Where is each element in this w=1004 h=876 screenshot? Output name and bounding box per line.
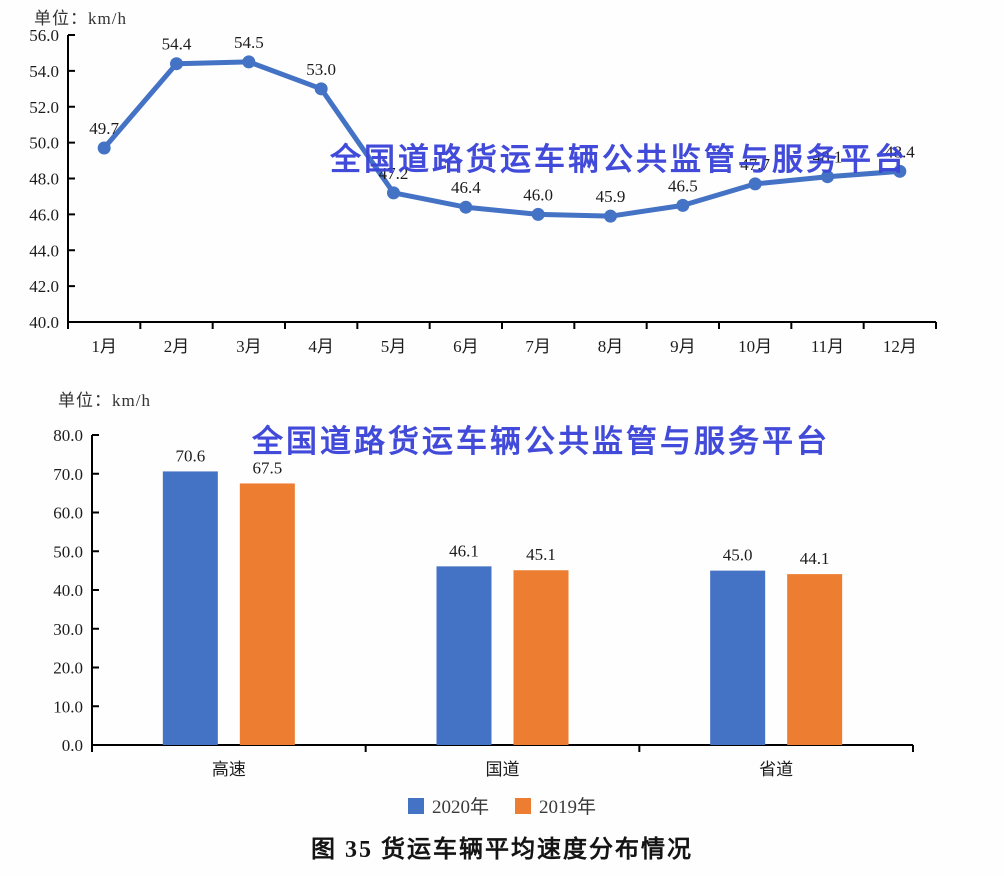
series-line [101, 59, 903, 219]
y-axis-tick-label: 50.0 [53, 542, 83, 561]
data-point [242, 55, 256, 69]
bar [162, 471, 218, 745]
x-axis-label: 国道 [486, 760, 520, 779]
data-label: 45.0 [723, 546, 753, 565]
bar-chart-unit-label: 单位：km/h [58, 391, 151, 410]
chart-legend: 2020年 2019年 [0, 792, 1004, 819]
y-axis-tick-label: 40.0 [53, 581, 83, 600]
legend-label: 2020年 [431, 797, 489, 818]
x-axis-label: 8月 [598, 337, 624, 356]
bar [513, 570, 569, 745]
data-point [459, 200, 473, 214]
data-point [821, 170, 834, 184]
x-axis-label: 2月 [164, 337, 190, 356]
x-axis-label: 11月 [811, 337, 844, 356]
x-axis-label: 3月 [236, 337, 262, 356]
data-point [97, 141, 111, 155]
y-axis-tick-label: 46.0 [29, 205, 59, 224]
y-axis-tick-label: 42.0 [29, 277, 59, 296]
figure-caption: 图 35 货运车辆平均速度分布情况 [311, 837, 693, 863]
y-axis-tick-label: 20.0 [53, 659, 83, 678]
y-axis-tick-label: 40.0 [29, 313, 59, 332]
y-axis-tick-label: 0.0 [62, 736, 83, 755]
line-chart-monthly-average-speed: 40.0 42.0 44.0 46.0 48.0 50.0 52.0 54.0 56.0 1月 2月… [29, 26, 937, 356]
y-axis-tick-label: 60.0 [53, 504, 83, 523]
x-axis-label: 10月 [738, 337, 772, 356]
data-label: 70.6 [175, 446, 205, 465]
x-axis-label: 高速 [212, 760, 246, 779]
data-point [170, 57, 183, 71]
data-label: 46.0 [523, 185, 553, 204]
data-point [531, 207, 545, 221]
x-axis-label: 4月 [308, 337, 334, 356]
data-point [748, 177, 762, 191]
data-label: 54.5 [234, 33, 264, 52]
bar [436, 566, 492, 745]
y-axis-tick-label: 52.0 [29, 98, 59, 117]
data-label: 44.1 [800, 549, 830, 568]
data-label: 47.2 [379, 164, 409, 183]
y-axis-tick-label: 80.0 [53, 426, 83, 445]
data-label: 45.1 [526, 545, 556, 564]
data-point [314, 82, 328, 96]
data-label: 47.7 [740, 155, 770, 174]
data-label: 45.9 [596, 187, 626, 206]
x-axis-label: 省道 [759, 760, 793, 779]
data-label: 54.4 [162, 35, 192, 54]
y-axis-tick-label: 44.0 [29, 241, 59, 260]
bar [787, 574, 843, 745]
bar-chart-speed-by-road-type: 0.0 10.0 20.0 30.0 40.0 50.0 60.0 70.0 80.0 高速 国道 省… [53, 426, 914, 779]
data-label: 46.1 [449, 541, 479, 560]
data-point [387, 186, 400, 200]
data-label: 53.0 [306, 60, 336, 79]
data-label: 46.4 [451, 178, 481, 197]
y-axis-tick-label: 48.0 [29, 170, 59, 189]
x-axis-label: 1月 [91, 337, 117, 356]
x-axis-label: 9月 [670, 337, 696, 356]
y-axis-tick-label: 30.0 [53, 620, 83, 639]
data-point [604, 209, 617, 223]
legend-swatch [515, 797, 531, 814]
x-axis-label: 5月 [381, 337, 407, 356]
data-label: 67.5 [252, 458, 282, 477]
legend-item: 2020年 [407, 792, 489, 819]
data-point [893, 164, 907, 178]
line-chart-unit-label: 单位：km/h [34, 9, 127, 28]
bar [239, 483, 295, 745]
data-label: 48.4 [885, 142, 915, 161]
y-axis-tick-label: 54.0 [29, 62, 59, 81]
y-axis-tick-label: 10.0 [53, 697, 83, 716]
legend-label: 2019年 [539, 797, 597, 818]
x-axis-label: 12月 [883, 337, 917, 356]
data-point [676, 198, 690, 212]
x-axis-label: 6月 [453, 337, 479, 356]
data-label: 49.7 [89, 119, 119, 138]
y-axis-tick-label: 70.0 [53, 465, 83, 484]
y-axis-tick-label: 50.0 [29, 134, 59, 153]
y-axis-tick-label: 56.0 [29, 26, 59, 45]
bar [710, 570, 766, 745]
legend-item: 2019年 [515, 792, 596, 819]
data-label: 48.1 [813, 148, 843, 167]
x-axis-label: 7月 [525, 337, 551, 356]
data-label: 46.5 [668, 176, 698, 195]
legend-swatch [407, 797, 424, 814]
